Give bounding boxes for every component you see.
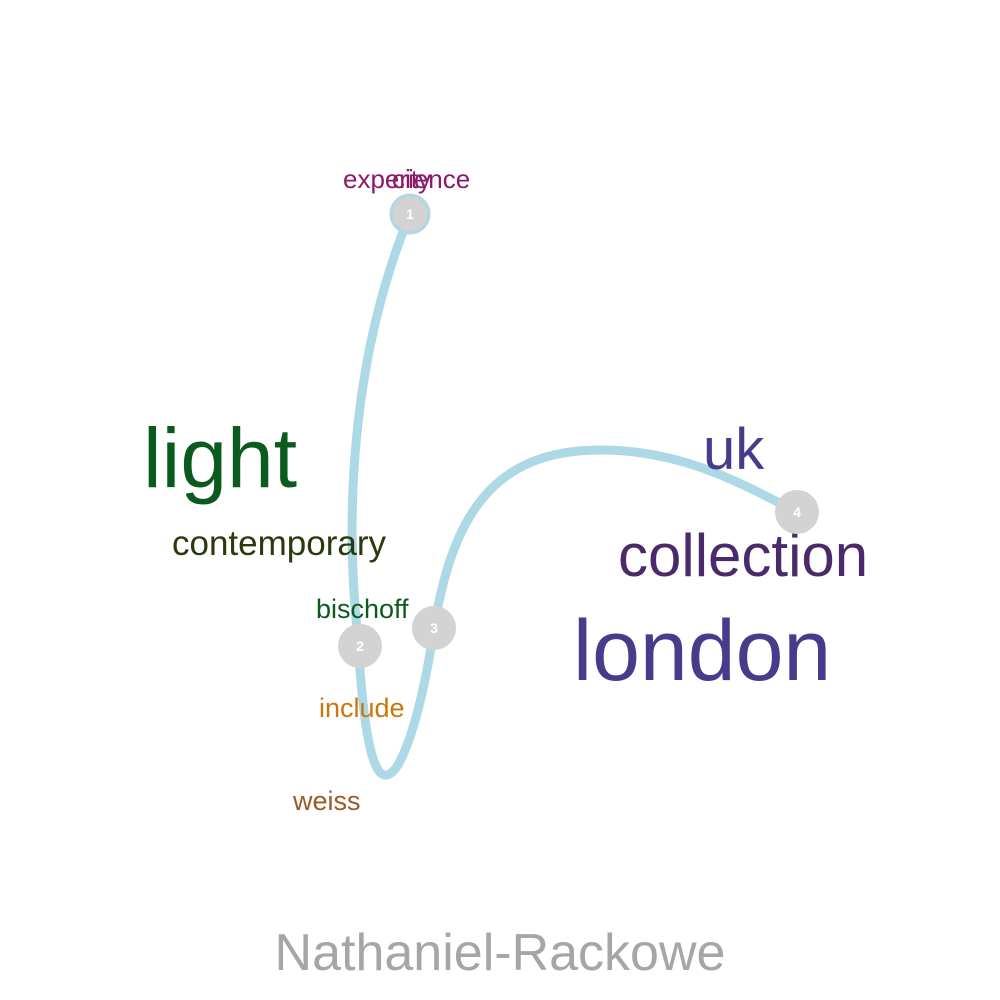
diagram-title: Nathaniel-Rackowe <box>275 924 726 982</box>
node-3: 3 <box>412 606 456 650</box>
node-1-label: 1 <box>406 206 414 222</box>
word-bischoff: bischoff <box>316 594 409 624</box>
word-include: include <box>319 693 405 723</box>
word-city: city <box>392 164 431 194</box>
node-1: 1 <box>389 193 431 235</box>
node-1-circle <box>389 193 431 235</box>
node-3-label: 3 <box>430 620 438 636</box>
node-2-circle <box>338 624 382 668</box>
node-3-circle <box>412 606 456 650</box>
node-2-label: 2 <box>356 638 364 654</box>
node-2: 2 <box>338 624 382 668</box>
node-4-label: 4 <box>793 504 801 520</box>
node-4-circle <box>775 490 819 534</box>
word-collection: collection <box>618 522 868 589</box>
word-experience: experience <box>343 164 470 194</box>
word-uk: uk <box>703 417 765 482</box>
route-path <box>347 209 802 780</box>
word-weiss: weiss <box>292 786 361 816</box>
word-london: london <box>573 603 831 699</box>
node-4: 4 <box>775 490 819 534</box>
word-light: light <box>143 411 297 505</box>
word-contemporary: contemporary <box>172 524 386 563</box>
